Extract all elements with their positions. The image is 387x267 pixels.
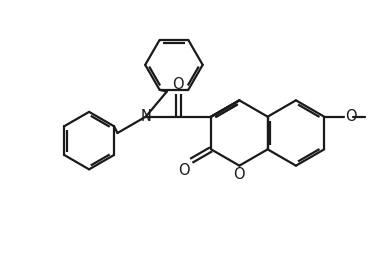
Text: N: N <box>140 109 151 124</box>
Text: O: O <box>233 167 245 182</box>
Text: O: O <box>346 109 357 124</box>
Text: O: O <box>173 77 184 92</box>
Text: O: O <box>178 163 189 178</box>
